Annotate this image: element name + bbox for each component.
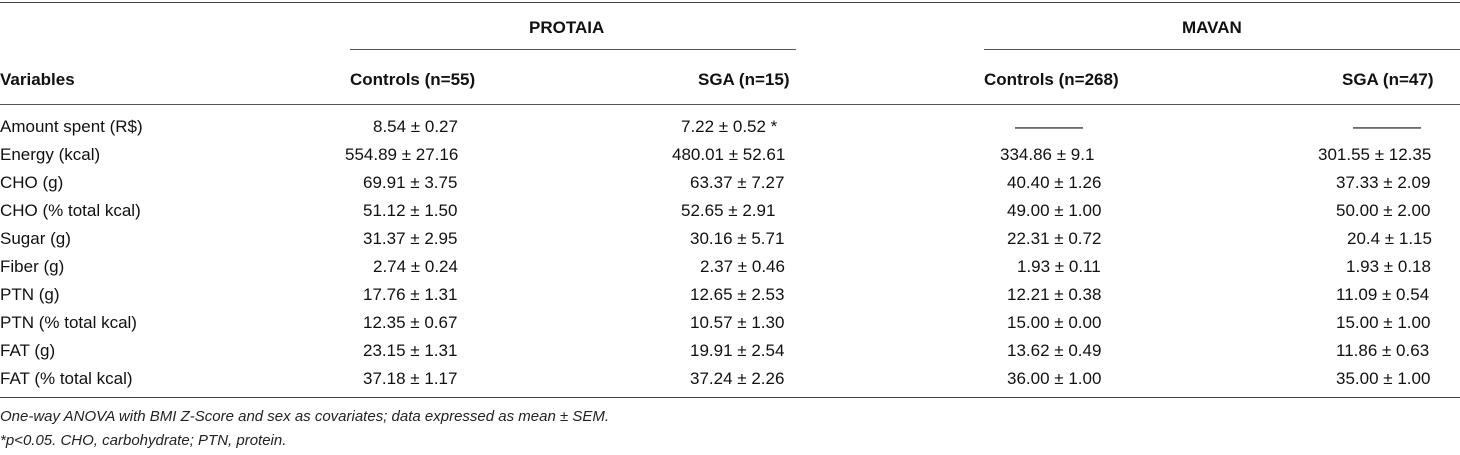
protaia-controls-value: 23.15 ± 1.31 [363, 341, 458, 360]
mavan-controls-value: ———— [1015, 117, 1083, 136]
column-header-protaia-controls: Controls (n=55) [350, 70, 476, 89]
protaia-sga-value: 12.65 ± 2.53 [690, 285, 785, 304]
footnote-abbreviations: *p<0.05. CHO, carbohydrate; PTN, protein… [0, 432, 287, 449]
protaia-sga-value: 7.22 ± 0.52 * [681, 117, 778, 136]
group-header-protaia: PROTAIA [529, 18, 605, 37]
table-top-rule [0, 2, 1460, 3]
mavan-controls-value: 49.00 ± 1.00 [1007, 201, 1102, 220]
protaia-controls-value: 51.12 ± 1.50 [363, 201, 458, 220]
mavan-sga-value: 11.86 ± 0.63 [1336, 341, 1430, 360]
column-header-protaia-sga: SGA (n=15) [698, 70, 790, 89]
row-label: Amount spent (R$) [0, 117, 143, 136]
protaia-sga-value: 480.01 ± 52.61 [672, 145, 786, 164]
mavan-controls-value: 15.00 ± 0.00 [1007, 313, 1102, 332]
protaia-sga-value: 30.16 ± 5.71 [690, 229, 785, 248]
mavan-sga-value: 11.09 ± 0.54 [1336, 285, 1430, 304]
header-bottom-rule [0, 104, 1460, 105]
row-label: Fiber (g) [0, 257, 65, 276]
protaia-controls-value: 31.37 ± 2.95 [363, 229, 458, 248]
mavan-sga-value: 37.33 ± 2.09 [1336, 173, 1431, 192]
column-header-variables: Variables [0, 70, 75, 89]
group-header-mavan: MAVAN [1182, 18, 1242, 37]
protaia-controls-value: 17.76 ± 1.31 [363, 285, 458, 304]
mavan-controls-value: 22.31 ± 0.72 [1007, 229, 1102, 248]
protaia-sga-value: 2.37 ± 0.46 [700, 257, 785, 276]
mavan-group-rule [984, 49, 1460, 50]
mavan-controls-value: 13.62 ± 0.49 [1007, 341, 1102, 360]
row-label: FAT (% total kcal) [0, 369, 133, 388]
mavan-sga-value: 35.00 ± 1.00 [1336, 369, 1431, 388]
protaia-controls-value: 8.54 ± 0.27 [373, 117, 458, 136]
mavan-sga-value: 50.00 ± 2.00 [1336, 201, 1431, 220]
protaia-sga-value: 10.57 ± 1.30 [690, 313, 785, 332]
protaia-controls-value: 554.89 ± 27.16 [345, 145, 459, 164]
mavan-controls-value: 1.93 ± 0.11 [1017, 257, 1101, 276]
mavan-controls-value: 334.86 ± 9.1 [1000, 145, 1095, 164]
row-label: CHO (% total kcal) [0, 201, 141, 220]
protaia-sga-value: 19.91 ± 2.54 [690, 341, 785, 360]
mavan-controls-value: 36.00 ± 1.00 [1007, 369, 1102, 388]
protaia-sga-value: 37.24 ± 2.26 [690, 369, 785, 388]
mavan-sga-value: ———— [1353, 117, 1421, 136]
mavan-controls-value: 12.21 ± 0.38 [1007, 285, 1102, 304]
footnote-methods: One-way ANOVA with BMI Z-Score and sex a… [0, 408, 610, 425]
protaia-sga-value: 63.37 ± 7.27 [690, 173, 785, 192]
mavan-controls-value: 40.40 ± 1.26 [1007, 173, 1102, 192]
row-label: FAT (g) [0, 341, 56, 360]
mavan-sga-value: 301.55 ± 12.35 [1318, 145, 1432, 164]
table-bottom-rule [0, 397, 1460, 398]
mavan-sga-value: 20.4 ± 1.15 [1347, 229, 1432, 248]
row-label: CHO (g) [0, 173, 64, 192]
protaia-controls-value: 69.91 ± 3.75 [363, 173, 458, 192]
column-header-mavan-controls: Controls (n=268) [984, 70, 1119, 89]
mavan-sga-value: 1.93 ± 0.18 [1346, 257, 1431, 276]
protaia-controls-value: 12.35 ± 0.67 [363, 313, 458, 332]
mavan-sga-value: 15.00 ± 1.00 [1336, 313, 1431, 332]
row-label: PTN (g) [0, 285, 60, 304]
protaia-sga-value: 52.65 ± 2.91 [681, 201, 776, 220]
row-label: Energy (kcal) [0, 145, 101, 164]
protaia-controls-value: 37.18 ± 1.17 [363, 369, 458, 388]
protaia-controls-value: 2.74 ± 0.24 [373, 257, 458, 276]
protaia-group-rule [350, 49, 796, 50]
row-label: PTN (% total kcal) [0, 313, 137, 332]
column-header-mavan-sga: SGA (n=47) [1342, 70, 1434, 89]
row-label: Sugar (g) [0, 229, 71, 248]
